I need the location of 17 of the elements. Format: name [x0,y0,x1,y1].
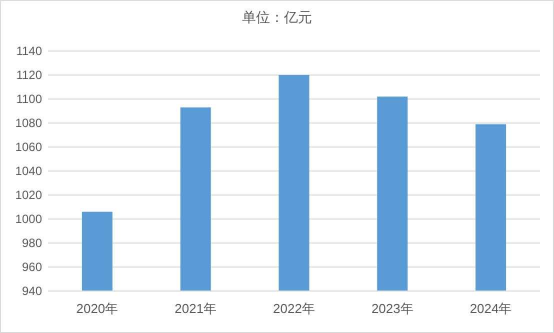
ytick: 1040 [15,164,42,178]
ytick: 1100 [16,92,42,106]
title: 单位：亿元 [242,9,312,25]
ytick: 1060 [15,140,42,154]
ytick: 1000 [15,212,42,226]
xtick: 2020年 [76,301,118,316]
ytick: 1080 [15,116,42,130]
ytick: 1120 [16,68,42,82]
xtick: 2023年 [371,301,414,316]
xtick: 2021年 [174,301,217,316]
ytick: 980 [22,236,42,250]
ytick: 960 [22,260,42,274]
ytick: 940 [22,284,42,298]
xtick: 2024年 [470,301,512,316]
xtick: 2022年 [273,301,315,316]
ytick: 1140 [16,44,42,58]
ytick: 1020 [15,188,42,202]
